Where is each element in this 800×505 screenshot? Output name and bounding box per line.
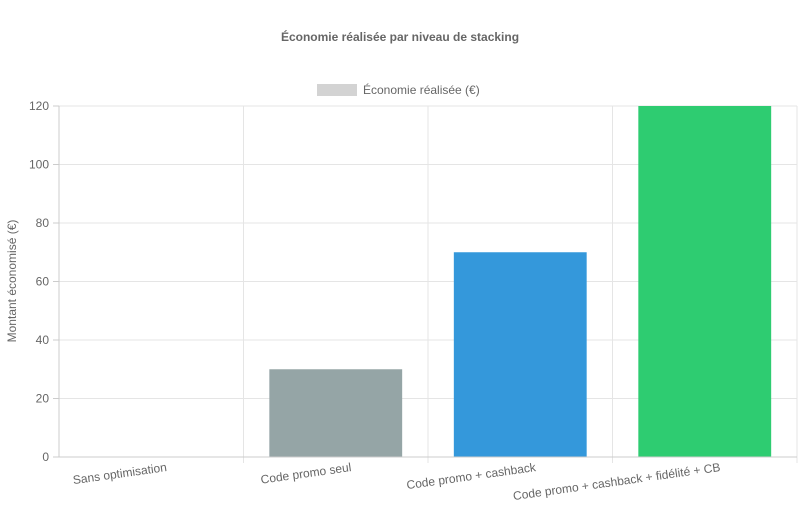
y-tick-label: 0 xyxy=(42,450,49,464)
axes xyxy=(53,105,797,458)
x-tick-labels: Sans optimisation Code promo seul Code pro… xyxy=(72,460,721,503)
x-tick-label: Code promo + cashback + fidélité + CB xyxy=(512,460,721,500)
x-tick-label: Sans optimisation xyxy=(72,460,168,487)
bar[interactable] xyxy=(269,369,403,457)
legend-label: Économie réalisée (€) xyxy=(363,82,480,97)
chart-title: Économie réalisée par niveau de stacking xyxy=(281,29,519,44)
y-tick-labels: 0 20 40 60 80 100 120 xyxy=(29,99,49,464)
x-tick-label: Code promo + cashback xyxy=(406,460,538,492)
y-tick-label: 60 xyxy=(36,275,50,289)
y-tick-label: 40 xyxy=(36,333,50,347)
legend[interactable]: Économie réalisée (€) xyxy=(317,82,480,97)
bars xyxy=(269,106,772,457)
y-tick-label: 80 xyxy=(36,216,50,230)
bar[interactable] xyxy=(638,106,772,457)
bar[interactable] xyxy=(453,252,587,457)
y-tick-label: 20 xyxy=(36,392,50,406)
legend-swatch xyxy=(317,84,357,96)
y-axis-title: Montant économisé (€) xyxy=(5,220,19,343)
y-tick-label: 100 xyxy=(29,158,49,172)
grid xyxy=(59,105,798,463)
y-tick-label: 120 xyxy=(29,99,49,113)
x-tick-label: Code promo seul xyxy=(260,460,352,487)
